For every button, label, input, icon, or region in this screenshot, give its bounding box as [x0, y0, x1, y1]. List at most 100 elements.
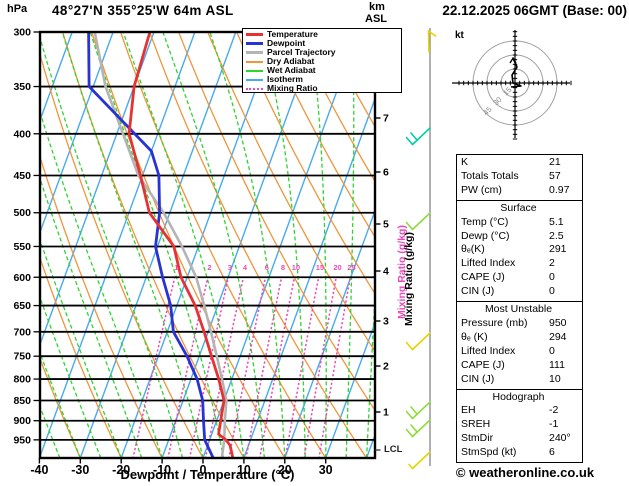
hodograph-ring-label: 45 [481, 105, 493, 117]
wet-adiabat-line [345, 32, 355, 458]
table-row-value: 6 [549, 446, 555, 459]
temp-tick-label: -40 [30, 463, 48, 477]
wet-adiabat-line [40, 237, 122, 458]
wind-barb [408, 451, 431, 470]
wind-barb-shaft [411, 212, 431, 231]
mixing-ratio-axis-label: Mixing Ratio (g/kg) [403, 232, 415, 326]
wet-adiabat-line [40, 350, 81, 458]
pressure-tick-label: 750 [13, 351, 31, 363]
wind-barb-tick [405, 428, 414, 438]
temp-tick-label: 0 [200, 463, 207, 477]
wind-barb-tick [410, 406, 418, 415]
wind-barb-shaft [411, 451, 431, 470]
legend-label: Mixing Ratio [267, 83, 318, 93]
dry-adiabat-line [236, 32, 375, 295]
table-section: Hodograph EH -2 SREH -1 StmDir 240° StmSpd (kt)… [457, 388, 582, 463]
table-row: Temp (°C) 5.1 [461, 216, 582, 230]
wind-barb-shaft [427, 30, 430, 53]
mixing-ratio-line [228, 276, 267, 458]
table-row-value: 2.5 [549, 229, 564, 242]
wet-adiabat-line [309, 32, 327, 458]
table-row-label: K [461, 156, 469, 168]
temp-tick-label: -30 [71, 463, 89, 477]
pressure-tick-label: 400 [13, 128, 31, 140]
pressure-tick-label: 600 [13, 272, 31, 284]
legend-line-sample [246, 60, 263, 63]
wind-barb-tick [410, 424, 418, 433]
table-row-label: CIN (J) [461, 372, 495, 385]
table-row-value: 950 [549, 316, 567, 329]
mixing-ratio-line [284, 276, 320, 458]
mixing-ratio-line [258, 276, 296, 458]
dry-adiabat-line [40, 356, 81, 458]
table-section: Most Unstable Pressure (mb) 950 θₑ (K) 294 Li… [457, 301, 582, 388]
hodograph-trace-arrowhead [509, 56, 517, 64]
dry-adiabat-line [265, 32, 375, 239]
table-section-header: Most Unstable [484, 303, 553, 316]
table-row: K 21 [461, 156, 582, 170]
plot-frame [38, 30, 377, 460]
km-tick-label: 2 [383, 361, 389, 373]
table-row-label: θₑ (K) [461, 330, 488, 343]
table-row-label: PW (cm) [461, 183, 502, 196]
table-section: Surface Temp (°C) 5.1 Dewp (°C) 2.5 θₑ(K) 291 L… [457, 199, 582, 301]
x-axis-title: Dewpoint / Temperature (°C) [120, 467, 295, 482]
table-row-value: 10 [549, 372, 561, 385]
table-row: PW (cm) 0.97 [461, 184, 582, 198]
table-row-label: EH [461, 404, 476, 417]
wind-barb-shaft [411, 419, 431, 438]
table-row-value: -1 [549, 418, 559, 431]
pressure-tick-label: 650 [13, 300, 31, 312]
table-row: θₑ (K) 294 [461, 331, 582, 345]
table-row-label: CIN (J) [461, 285, 495, 298]
wet-adiabat-line [365, 285, 375, 458]
isotherm-line [243, 96, 375, 458]
wet-adiabat-line [40, 404, 61, 458]
legend-line-sample [246, 33, 263, 36]
wind-barb [405, 332, 431, 351]
table-row-label: SREH [461, 418, 491, 431]
isotherm-line [40, 32, 114, 235]
wet-adiabat-line [40, 176, 143, 458]
legend-item: Isotherm [246, 75, 401, 84]
isotherm-line [40, 32, 73, 123]
pressure-tick-label: 500 [13, 207, 31, 219]
wind-barb-tick [405, 341, 414, 351]
table-row-value: 240° [549, 432, 571, 445]
dry-adiabat-line [90, 32, 286, 458]
legend-item: Mixing Ratio [246, 84, 401, 93]
page-title: 48°27'N 355°25'W 64m ASL [52, 3, 234, 18]
table-row-value: 0 [549, 344, 555, 357]
wind-barb-shaft [411, 127, 431, 146]
pressure-tick-label: 450 [13, 170, 31, 182]
pressure-tick-label: 550 [13, 241, 31, 253]
watermark: © weatheronline.co.uk [455, 465, 595, 480]
lcl-marker-label: LCL [384, 444, 403, 455]
legend-item: Wet Adiabat [246, 66, 401, 75]
sounding-profiles [87, 32, 235, 458]
legend-item: Parcel Trajectory [246, 48, 401, 57]
valid-datetime: 22.12.2025 06GMT (Base: 00) [442, 3, 627, 18]
temp-tick-label: 20 [278, 463, 292, 477]
legend-line-sample [246, 51, 263, 54]
table-row-value: 0 [549, 271, 555, 284]
hodograph-ring-label: 30 [491, 95, 503, 107]
temp-tick-label: 10 [237, 463, 251, 477]
legend-line-sample [246, 69, 263, 72]
legend-line-sample [246, 42, 263, 45]
wet-adiabat-line [40, 295, 102, 458]
legend-item: Temperature [246, 30, 401, 39]
temperature-curve [127, 32, 235, 458]
legend-box: Temperature Dewpoint Parcel Trajectory Dry … [242, 28, 402, 93]
legend-item: Dry Adiabat [246, 57, 401, 66]
km-tick-label: 3 [383, 316, 389, 328]
isotherm-line [40, 32, 155, 347]
mixing-ratio-value-label: 10 [292, 263, 300, 272]
mixing-ratio-value-label: 6 [265, 263, 269, 272]
table-row: CAPE (J) 111 [461, 359, 582, 373]
mixing-ratio-value-label: 1 [174, 263, 178, 272]
wind-barb-tick [405, 136, 414, 146]
table-row: Dewp (°C) 2.5 [461, 230, 582, 244]
table-row: CAPE (J) 0 [461, 271, 582, 285]
